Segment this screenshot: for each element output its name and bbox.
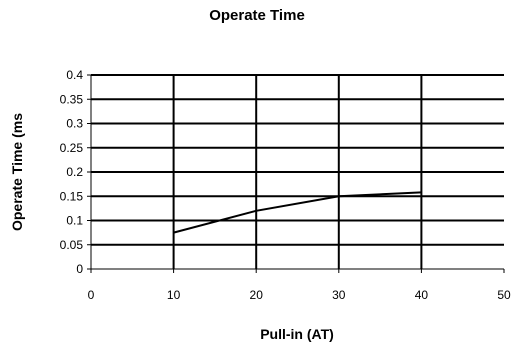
- y-tick-label-6: 0.3: [66, 117, 83, 131]
- y-tick-label-0: 0: [76, 262, 83, 276]
- y-tick-label-8: 0.4: [66, 68, 83, 82]
- chart-title: Operate Time: [209, 7, 305, 24]
- x-tick-label-4: 40: [415, 288, 429, 302]
- x-tick-label-1: 10: [167, 288, 181, 302]
- x-tick-label-3: 30: [332, 288, 346, 302]
- x-tick-label-5: 50: [497, 288, 511, 302]
- y-tick-label-1: 0.05: [60, 238, 84, 252]
- x-tick-label-2: 20: [250, 288, 264, 302]
- x-tick-label-0: 0: [88, 288, 95, 302]
- y-tick-label-5: 0.25: [60, 141, 84, 155]
- y-tick-label-7: 0.35: [60, 92, 84, 106]
- y-tick-label-4: 0.2: [66, 165, 83, 179]
- x-axis-label: Pull-in (AT): [260, 326, 334, 342]
- y-tick-label-3: 0.15: [60, 189, 84, 203]
- series-line-0: [173, 191, 422, 234]
- y-tick-label-2: 0.1: [66, 214, 83, 228]
